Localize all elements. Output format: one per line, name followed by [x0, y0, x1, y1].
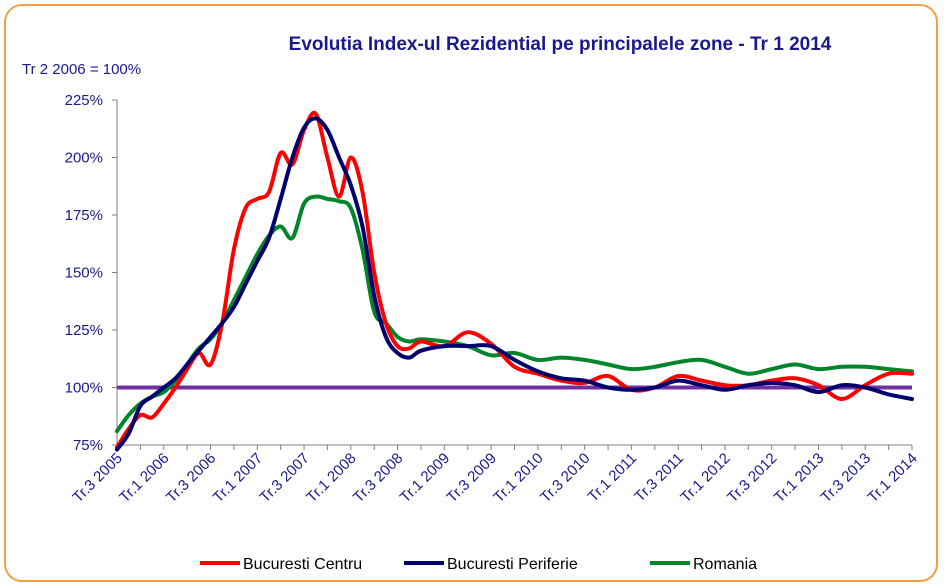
legend-label: Bucuresti Centru — [243, 556, 362, 573]
legend-label: Romania — [693, 556, 757, 573]
x-tick-label: Tr.1 2010 — [490, 450, 546, 506]
y-tick-label: 125% — [65, 322, 103, 339]
y-tick-label: 75% — [73, 437, 103, 454]
chart-title: Evolutia Index-ul Rezidential pe princip… — [289, 34, 832, 55]
series-line-bucuresti-periferie — [115, 116, 914, 452]
y-tick-labels: 75% 100% 125% 150% 175% 200% 225% — [65, 92, 103, 454]
x-tick-label: Tr.1 2008 — [303, 450, 359, 506]
x-tick-label: Tr.3 2013 — [818, 450, 874, 506]
x-tick-label: Tr.1 2006 — [116, 450, 172, 506]
legend: Bucuresti Centru Bucuresti Periferie Roman… — [200, 556, 757, 573]
x-tick-label: Tr.1 2013 — [771, 450, 827, 506]
y-tick-label: 100% — [65, 380, 103, 397]
y-tick-label: 150% — [65, 265, 103, 282]
series-lines — [115, 110, 914, 452]
series-line-bucuresti-centru — [115, 110, 914, 450]
x-tick-label: Tr.3 2007 — [256, 450, 312, 506]
x-tick-label: Tr.1 2009 — [397, 450, 453, 506]
x-tick-label: Tr.3 2005 — [69, 450, 125, 506]
chart-frame — [4, 4, 938, 582]
y-tick-label: 200% — [65, 150, 103, 167]
chart-subtitle: Tr 2 2006 = 100% — [22, 61, 141, 78]
x-tick-label: Tr.1 2007 — [210, 450, 266, 506]
legend-label: Bucuresti Periferie — [447, 556, 578, 573]
x-tick-label: Tr.1 2012 — [677, 450, 733, 506]
x-tick-label: Tr.3 2010 — [537, 450, 593, 506]
x-tick-label: Tr.3 2009 — [443, 450, 499, 506]
x-tick-label: Tr.1 2011 — [585, 450, 641, 506]
x-tick-label: Tr.3 2011 — [631, 450, 687, 506]
x-tick-label: Tr.3 2008 — [350, 450, 406, 506]
x-tick-label: Tr.3 2012 — [724, 450, 780, 506]
x-tick-label: Tr.3 2006 — [163, 450, 219, 506]
y-tick-label: 175% — [65, 207, 103, 224]
y-tick-label: 225% — [65, 92, 103, 109]
axes — [112, 99, 913, 450]
x-tick-label: Tr.1 2014 — [864, 450, 920, 506]
